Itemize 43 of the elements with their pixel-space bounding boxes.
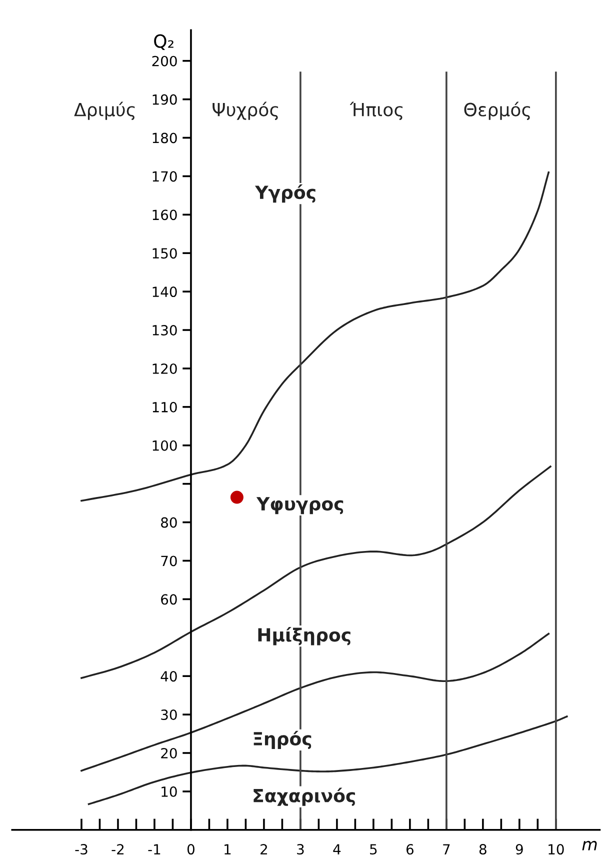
x-axis-title: m bbox=[582, 840, 597, 850]
annotation: Υγρός bbox=[254, 184, 316, 203]
annotation: Δριμύς bbox=[74, 102, 135, 120]
annotation: Σαχαρινός bbox=[254, 788, 355, 806]
y-tick-label: 20 bbox=[161, 748, 177, 758]
y-tick-label: 70 bbox=[161, 556, 177, 566]
x-tick-label: 4 bbox=[333, 844, 341, 854]
x-tick-label: 2 bbox=[260, 844, 267, 854]
x-tick-label: 3 bbox=[297, 844, 304, 855]
y-tick-label: 100 bbox=[152, 440, 177, 451]
y-tick-label: 60 bbox=[161, 594, 177, 605]
y-tick-label: 150 bbox=[152, 248, 177, 259]
y-tick-label: 170 bbox=[152, 171, 177, 182]
y-tick-label: 120 bbox=[152, 363, 177, 374]
x-tick-label: 5 bbox=[370, 844, 377, 855]
y-tick-label: 190 bbox=[152, 94, 177, 105]
y-tick-label: 30 bbox=[161, 710, 177, 720]
annotation: Ξηρός bbox=[254, 730, 312, 750]
x-tick-label: 9 bbox=[516, 844, 523, 855]
x-tick-label: 10 bbox=[548, 844, 564, 855]
x-tick-label: 6 bbox=[406, 844, 414, 855]
annotation: Θερμός bbox=[464, 102, 530, 120]
annotation: Υφυγρος bbox=[256, 497, 344, 514]
annotation: Ήπιος bbox=[350, 102, 402, 120]
x-tick-label: 0 bbox=[187, 844, 194, 855]
y-tick-label: 180 bbox=[152, 132, 177, 144]
y-tick-label: 40 bbox=[160, 671, 177, 682]
x-tick-label: -1 bbox=[148, 844, 160, 854]
y-axis-title: Q₂ bbox=[154, 34, 174, 50]
x-tick-label: 7 bbox=[443, 844, 450, 854]
x-tick-label: -3 bbox=[75, 844, 88, 855]
x-tick-label: 8 bbox=[479, 844, 486, 855]
annotation: Ημίξηρος bbox=[258, 626, 350, 646]
y-tick-label: 10 bbox=[162, 786, 177, 797]
x-tick-label: -2 bbox=[112, 844, 124, 854]
y-tick-label: 130 bbox=[152, 324, 177, 336]
x-tick-label: 1 bbox=[224, 844, 231, 854]
y-tick-label: 200 bbox=[152, 56, 177, 66]
annotation: Ψυχρός bbox=[212, 102, 278, 120]
y-tick-label: 160 bbox=[152, 210, 177, 220]
y-tick-label: 140 bbox=[152, 286, 177, 298]
y-tick-label: 110 bbox=[152, 402, 177, 412]
y-tick-label: 80 bbox=[161, 517, 177, 528]
